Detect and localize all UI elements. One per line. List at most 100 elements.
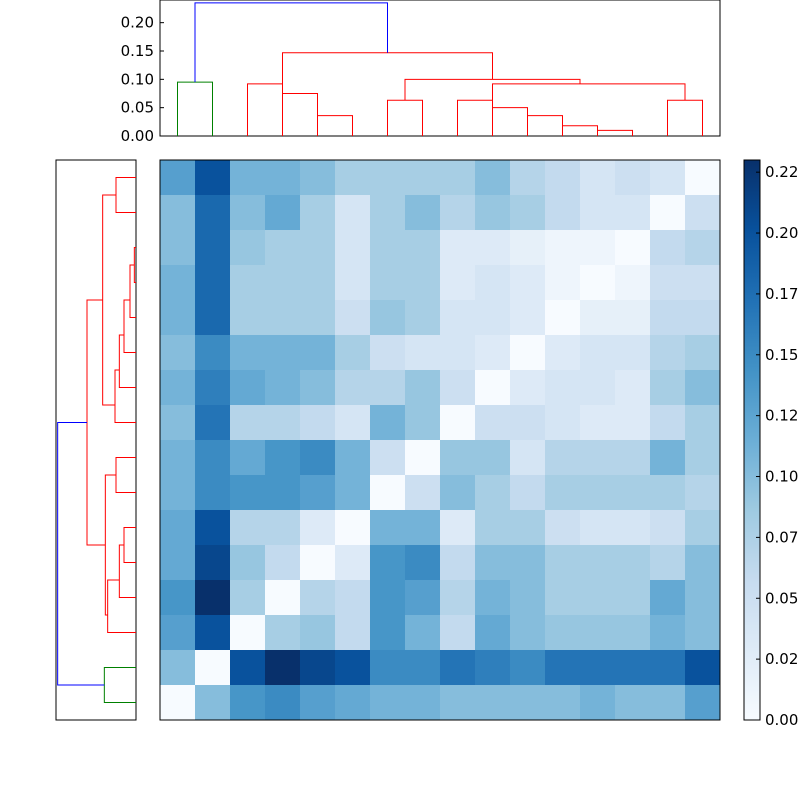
heatmap-cell (510, 685, 546, 721)
heatmap-cell (370, 615, 406, 651)
heatmap-cell (335, 615, 371, 651)
heatmap-cell (370, 650, 406, 686)
heatmap-cell (195, 615, 231, 651)
left-dendrogram-link (118, 334, 136, 388)
heatmap-cell (580, 335, 616, 371)
heatmap-cell (405, 580, 441, 616)
heatmap-cell (440, 195, 476, 231)
heatmap-cell (615, 545, 651, 581)
top-dendrogram-tick-label: 0.00 (121, 127, 154, 145)
top-dendrogram-link (317, 115, 353, 136)
heatmap-cell (195, 370, 231, 406)
left-dendrogram-link (104, 474, 116, 616)
heatmap-cell (545, 160, 581, 196)
heatmap-cell (265, 650, 301, 686)
heatmap-cell (510, 370, 546, 406)
heatmap-cell (685, 440, 721, 476)
heatmap-cell (195, 545, 231, 581)
heatmap-cell (265, 160, 301, 196)
heatmap-cell (300, 370, 336, 406)
heatmap-cell (265, 265, 301, 301)
top-dendrogram-link (282, 93, 318, 136)
heatmap-cell (580, 615, 616, 651)
heatmap-cell (545, 615, 581, 651)
heatmap-cell (475, 510, 511, 546)
heatmap-cell (615, 265, 651, 301)
heatmap-cell (475, 650, 511, 686)
heatmap-cell (300, 650, 336, 686)
heatmap-cell (230, 405, 266, 441)
heatmap-cell (475, 580, 511, 616)
heatmap-cell (580, 195, 616, 231)
heatmap-cell (545, 265, 581, 301)
heatmap-cell (440, 440, 476, 476)
colorbar-tick-label: 0.05 (765, 589, 798, 607)
heatmap-cell (685, 405, 721, 441)
heatmap-cell (265, 615, 301, 651)
heatmap-cell (650, 615, 686, 651)
heatmap-cell (370, 370, 406, 406)
left-dendrogram-link (129, 264, 136, 318)
heatmap-cell (475, 615, 511, 651)
heatmap-cell (230, 160, 266, 196)
heatmap-cell (370, 300, 406, 336)
heatmap-cell (300, 300, 336, 336)
heatmap-cell (335, 510, 371, 546)
heatmap-cell (195, 510, 231, 546)
heatmap-cell (335, 195, 371, 231)
heatmap-cell (195, 580, 231, 616)
heatmap-cell (300, 230, 336, 266)
heatmap-cell (545, 650, 581, 686)
heatmap-cell (195, 265, 231, 301)
heatmap-cell (615, 230, 651, 266)
top-dendrogram-link (597, 129, 633, 136)
heatmap-cell (335, 580, 371, 616)
heatmap-cell (335, 335, 371, 371)
heatmap-cell (335, 440, 371, 476)
heatmap-cell (685, 160, 721, 196)
top-dendrogram: 0.00 0.05 0.10 0.15 0.20 (121, 0, 721, 145)
heatmap-cell (405, 545, 441, 581)
heatmap-cell (370, 160, 406, 196)
heatmap-cell (230, 335, 266, 371)
heatmap-cell (685, 230, 721, 266)
heatmap-cell (195, 440, 231, 476)
left-dendrogram-frame (55, 159, 137, 721)
heatmap-cell (160, 615, 196, 651)
heatmap-cell (160, 580, 196, 616)
heatmap-cell (580, 580, 616, 616)
heatmap-cell (475, 230, 511, 266)
heatmap-cell (370, 475, 406, 511)
heatmap-cell (440, 685, 476, 721)
heatmap-cell (650, 370, 686, 406)
heatmap-cell (370, 685, 406, 721)
heatmap-cell (195, 650, 231, 686)
colorbar-gradient (743, 159, 761, 721)
heatmap-cell (160, 440, 196, 476)
heatmap-cell (510, 195, 546, 231)
heatmap-cell (195, 160, 231, 196)
heatmap-cell (195, 230, 231, 266)
heatmap-cell (160, 475, 196, 511)
heatmap-cell (545, 475, 581, 511)
heatmap-cell (265, 545, 301, 581)
top-dendrogram-root-link (194, 2, 388, 83)
heatmap-cell (160, 195, 196, 231)
heatmap-cell (230, 545, 266, 581)
heatmap-cell (160, 650, 196, 686)
heatmap-cell (685, 370, 721, 406)
heatmap-cell (510, 440, 546, 476)
heatmap-cell (335, 230, 371, 266)
top-dendrogram-link (247, 83, 283, 136)
heatmap-cell (580, 230, 616, 266)
heatmap-cell (440, 615, 476, 651)
heatmap-cell (475, 440, 511, 476)
left-dendrogram-link (103, 667, 136, 703)
heatmap-cell (265, 580, 301, 616)
heatmap-cell (580, 545, 616, 581)
heatmap-cell (510, 510, 546, 546)
left-dendrogram-link (102, 194, 116, 406)
heatmap-cell (195, 475, 231, 511)
heatmap-cell (475, 195, 511, 231)
heatmap-cell (650, 160, 686, 196)
